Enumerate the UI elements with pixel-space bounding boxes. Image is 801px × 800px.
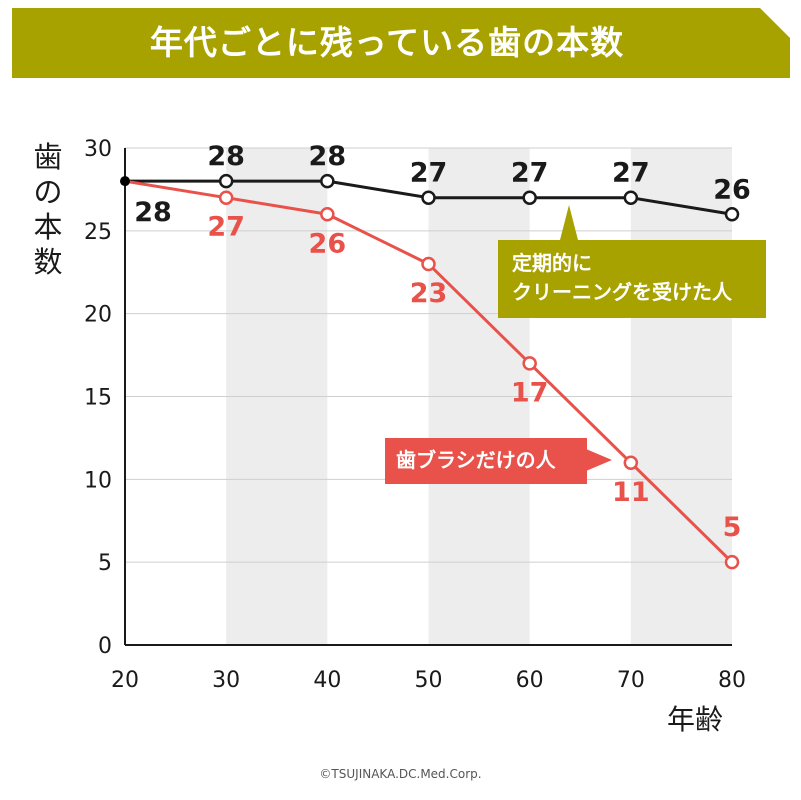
callout-regular-pointer [560,205,578,240]
callout-shapes [385,205,766,484]
label-brush-80: 5 [723,512,742,543]
y-tick-labels: 0 5 10 15 20 25 30 [84,137,112,659]
point-s1-40 [320,207,335,222]
data-labels: 28 28 28 27 27 27 26 27 26 23 17 11 5 [134,141,751,543]
x-axis-label: 年齢 [666,703,723,736]
point-s0-80 [724,207,740,222]
x-tick-30: 30 [212,668,240,693]
point-s0-50 [421,190,436,205]
label-brush-30: 27 [207,212,245,243]
point-s0-30 [218,173,234,189]
label-brush-70: 11 [612,477,650,508]
title-banner [12,8,790,78]
point-s1-60 [522,356,537,371]
callout-regular-box [498,240,766,318]
legend-regular-cleaning: 定期的に クリーニングを受けた人 [512,249,762,307]
label-regular-50: 27 [410,158,448,189]
label-regular-40: 28 [309,141,347,172]
y-tick-15: 15 [84,386,112,411]
point-start-20 [120,176,130,187]
point-s0-60 [522,190,537,205]
series-points [120,173,740,570]
y-tick-30: 30 [84,137,112,162]
point-s1-70 [623,455,639,471]
x-tick-80: 80 [718,668,746,693]
x-tick-labels: 20 30 40 50 60 70 80 [111,668,746,693]
label-regular-20: 28 [134,197,172,228]
point-s1-80 [724,554,740,570]
point-s0-70 [623,190,639,205]
label-brush-40: 26 [309,228,347,259]
y-tick-20: 20 [84,303,112,328]
callout-brush-pointer [586,449,612,471]
y-tick-5: 5 [98,551,112,576]
y-tick-25: 25 [84,220,112,245]
label-regular-60: 27 [511,158,549,189]
legend-regular-line-2: クリーニングを受けた人 [512,280,732,304]
x-tick-40: 40 [313,668,341,693]
x-tick-50: 50 [415,668,443,693]
label-regular-80: 26 [713,174,751,205]
point-s0-40 [320,173,335,189]
copyright-credit: ©TSUJINAKA.DC.Med.Corp. [319,767,482,781]
legend-brush-only: 歯ブラシだけの人 [396,448,556,472]
y-tick-10: 10 [84,468,112,493]
point-s1-50 [421,256,436,272]
legend-regular-line-1: 定期的に [512,251,592,275]
callout-brush-box [385,438,587,484]
chart-title: 年代ごとに残っている歯の本数 [149,23,625,62]
y-axis-label: 歯の本数 [33,140,63,279]
axes [124,148,732,646]
x-tick-60: 60 [516,668,544,693]
label-regular-70: 27 [612,158,650,189]
x-tick-70: 70 [617,668,645,693]
point-s1-30 [218,190,234,205]
label-regular-30: 28 [207,141,245,172]
y-tick-0: 0 [98,634,112,659]
x-tick-20: 20 [111,668,139,693]
label-brush-50: 23 [410,278,448,309]
label-brush-60: 17 [511,377,549,408]
